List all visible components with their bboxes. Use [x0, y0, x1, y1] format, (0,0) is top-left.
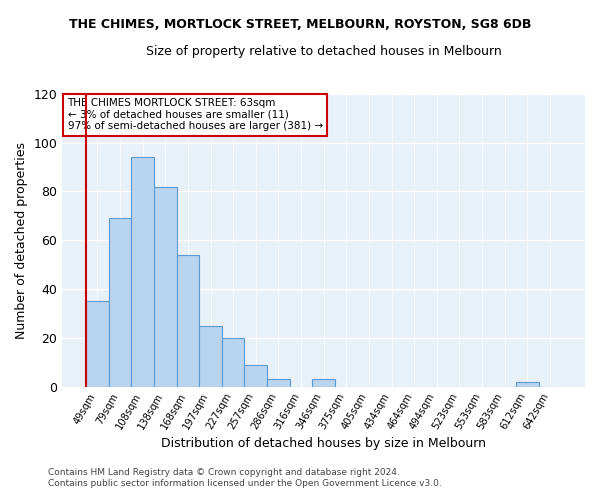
- Y-axis label: Number of detached properties: Number of detached properties: [15, 142, 28, 339]
- Bar: [516, 382, 539, 386]
- Title: Size of property relative to detached houses in Melbourn: Size of property relative to detached ho…: [146, 45, 502, 58]
- Bar: [154, 186, 176, 386]
- Bar: [244, 364, 267, 386]
- Bar: [109, 218, 131, 386]
- Bar: [199, 326, 222, 386]
- Bar: [267, 380, 290, 386]
- X-axis label: Distribution of detached houses by size in Melbourn: Distribution of detached houses by size …: [161, 437, 486, 450]
- Bar: [222, 338, 244, 386]
- Text: THE CHIMES, MORTLOCK STREET, MELBOURN, ROYSTON, SG8 6DB: THE CHIMES, MORTLOCK STREET, MELBOURN, R…: [69, 18, 531, 30]
- Bar: [86, 301, 109, 386]
- Text: Contains HM Land Registry data © Crown copyright and database right 2024.
Contai: Contains HM Land Registry data © Crown c…: [48, 468, 442, 487]
- Bar: [131, 158, 154, 386]
- Text: THE CHIMES MORTLOCK STREET: 63sqm
← 3% of detached houses are smaller (11)
97% o: THE CHIMES MORTLOCK STREET: 63sqm ← 3% o…: [68, 98, 323, 132]
- Bar: [176, 255, 199, 386]
- Bar: [313, 380, 335, 386]
